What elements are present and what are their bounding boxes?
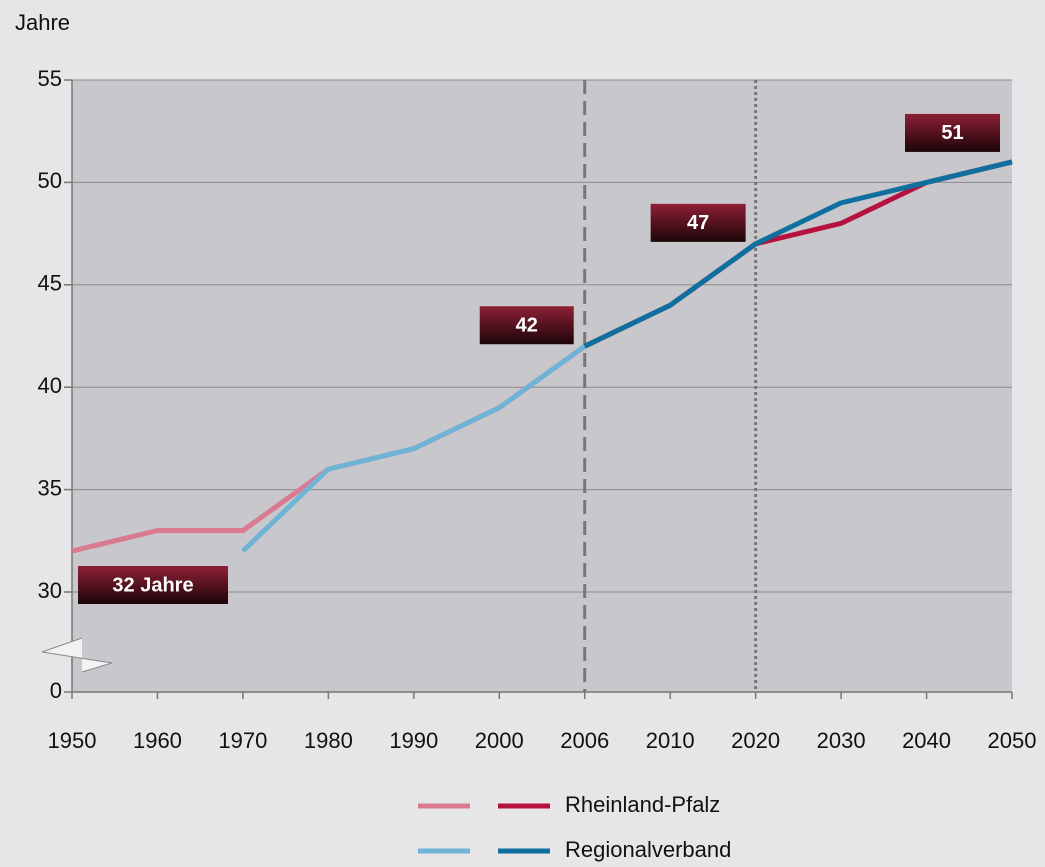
annotation: 47 [687, 212, 709, 234]
x-tick-label: 1950 [48, 728, 97, 753]
x-tick-label: 2040 [902, 728, 951, 753]
x-tick-label: 2000 [475, 728, 524, 753]
axis-break-line [41, 637, 113, 673]
x-tick-label: 2006 [560, 728, 609, 753]
x-tick-label: 1970 [218, 728, 267, 753]
y-tick-label: 30 [38, 578, 62, 603]
x-tick-label: 1960 [133, 728, 182, 753]
x-tick-label: 1980 [304, 728, 353, 753]
annotation-box [650, 203, 746, 242]
x-tick-label: 1990 [389, 728, 438, 753]
legend-label: Rheinland-Pfalz [565, 792, 720, 817]
y-tick-label: 50 [38, 168, 62, 193]
annotation-box [78, 566, 228, 604]
line-history [241, 344, 587, 553]
y-tick-label: 45 [38, 271, 62, 296]
annotation-box [905, 113, 1000, 152]
y-tick-label: 35 [38, 475, 62, 500]
annotation: 42 [516, 315, 538, 337]
x-tick-label: 2020 [731, 728, 780, 753]
legend-label: Regionalverband [565, 837, 731, 862]
annotation-box [479, 306, 574, 345]
y-tick-label: 55 [38, 66, 62, 91]
y-tick-label: 40 [38, 373, 62, 398]
x-tick-label: 2050 [988, 728, 1037, 753]
y-axis-label: Jahre [15, 10, 70, 35]
y-tick-label: 0 [50, 678, 62, 703]
x-tick-label: 2030 [817, 728, 866, 753]
line-projection [583, 159, 1013, 349]
x-tick-label: 2010 [646, 728, 695, 753]
annotation: 51 [941, 122, 963, 144]
annotation: 32 Jahre [112, 574, 193, 596]
axis-break [42, 638, 112, 672]
